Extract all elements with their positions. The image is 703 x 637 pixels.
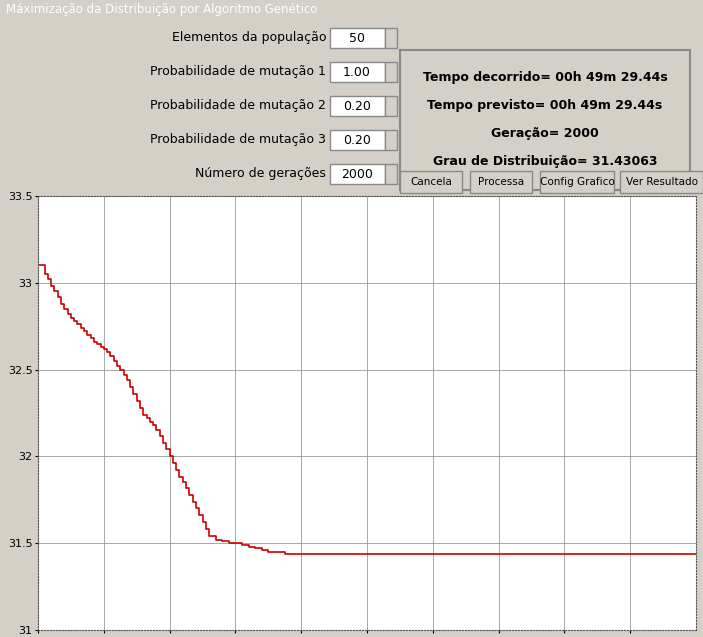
Text: 1.00: 1.00 [343,66,371,78]
Bar [470,171,532,193]
Text: Cancela: Cancela [410,177,452,187]
Bar [385,28,397,48]
Text: 0.20: 0.20 [343,134,371,147]
Text: Probabilidade de mutação 3: Probabilidade de mutação 3 [150,134,326,147]
Bar [400,171,462,193]
Text: 2000: 2000 [341,168,373,180]
Bar [540,171,614,193]
Bar [385,96,397,116]
Bar [620,171,703,193]
Bar [330,96,385,116]
Bar [330,62,385,82]
Text: Probabilidade de mutação 2: Probabilidade de mutação 2 [150,99,326,113]
Text: Ver Resultado: Ver Resultado [626,177,697,187]
Text: Processa: Processa [478,177,524,187]
Text: Geração= 2000: Geração= 2000 [491,127,599,140]
Bar [385,164,397,184]
Text: Probabilidade de mutação 1: Probabilidade de mutação 1 [150,66,326,78]
Text: Elementos da população: Elementos da população [172,31,326,45]
Text: Grau de Distribuição= 31.43063: Grau de Distribuição= 31.43063 [433,155,657,168]
Bar [400,50,690,190]
Bar [330,164,385,184]
Bar [385,62,397,82]
Text: Tempo decorrido= 00h 49m 29.44s: Tempo decorrido= 00h 49m 29.44s [423,71,667,83]
Bar [330,130,385,150]
Text: 0.20: 0.20 [343,99,371,113]
Bar [385,130,397,150]
Text: Número de gerações: Número de gerações [195,168,326,180]
Text: Config Grafico: Config Grafico [540,177,614,187]
Text: Máximização da Distribuição por Algoritmo Genético: Máximização da Distribuição por Algoritm… [6,3,317,17]
Bar [330,28,385,48]
Text: Tempo previsto= 00h 49m 29.44s: Tempo previsto= 00h 49m 29.44s [427,99,663,111]
Text: 50: 50 [349,31,365,45]
